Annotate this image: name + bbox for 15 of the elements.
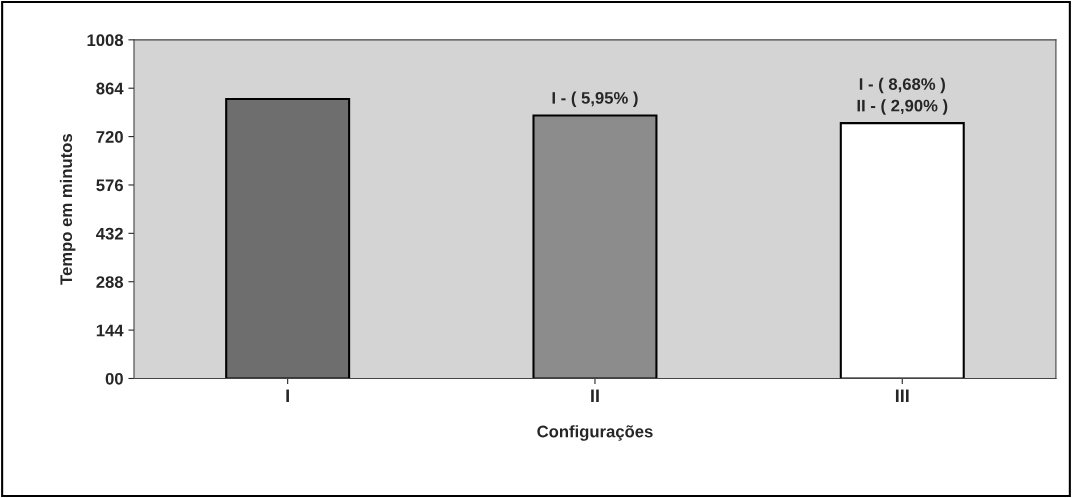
x-axis-title: Configurações xyxy=(537,425,653,441)
y-tick-label: 144 xyxy=(96,324,124,337)
x-tick-label: I xyxy=(286,389,289,402)
y-tick-label: 00 xyxy=(105,372,123,385)
y-axis-title: Tempo em minutos xyxy=(59,134,76,285)
y-tick-label: 720 xyxy=(96,131,123,143)
annotation: I - ( 5,95% ) xyxy=(552,91,638,108)
x-tick-label: II xyxy=(591,389,599,402)
y-tick-label: 288 xyxy=(96,276,124,288)
y-tick-label: 432 xyxy=(96,227,123,240)
x-tick-label: III xyxy=(895,389,909,402)
annotation: I - ( 8,68% ) II - ( 2,90% ) xyxy=(857,77,948,115)
y-tick-label: 1008 xyxy=(87,34,124,47)
y-tick-label: 576 xyxy=(96,179,123,192)
y-tick-label: 864 xyxy=(96,82,124,95)
